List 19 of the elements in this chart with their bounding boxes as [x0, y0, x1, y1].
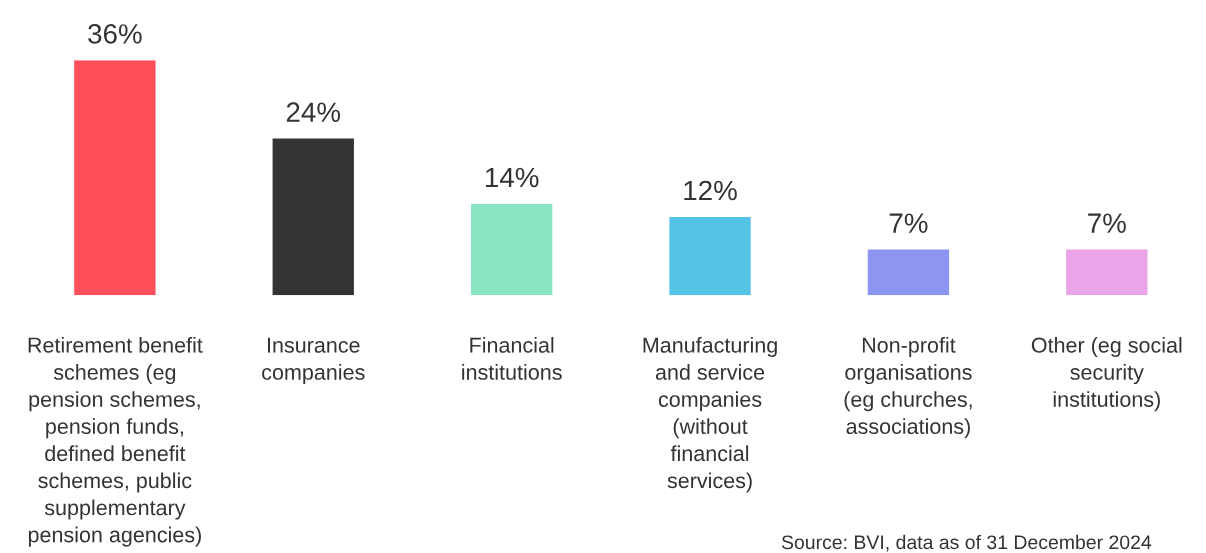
bar — [74, 60, 156, 296]
x-tick-label: Financial institutions — [462, 336, 562, 380]
data-label: 7% — [889, 213, 928, 233]
bar — [470, 203, 553, 296]
source-note: Source: BVI, data as of 31 December 2024 — [781, 534, 1152, 552]
bar — [669, 216, 751, 296]
x-tick-label: Non-profit organisations (eg churches, associations) — [844, 336, 972, 439]
data-label: 36% — [88, 24, 142, 44]
x-tick-label: Retirement benefit schemes (eg pension schemes, pension funds, defined benefit schemes, public supplementary pension agencies) — [28, 336, 203, 547]
data-label: 7% — [1088, 213, 1126, 233]
x-tick-label: Insurance companies — [262, 337, 365, 385]
bar — [272, 138, 354, 296]
x-tick-label: Manufacturing and service companies (without financial services) — [643, 336, 777, 493]
data-label: 14% — [485, 167, 539, 188]
x-tick-label: Other (eg social security institutions) — [1031, 336, 1182, 412]
data-label: 12% — [684, 180, 737, 201]
bar — [867, 249, 950, 296]
data-label: 24% — [286, 102, 341, 122]
bar — [1066, 249, 1148, 296]
